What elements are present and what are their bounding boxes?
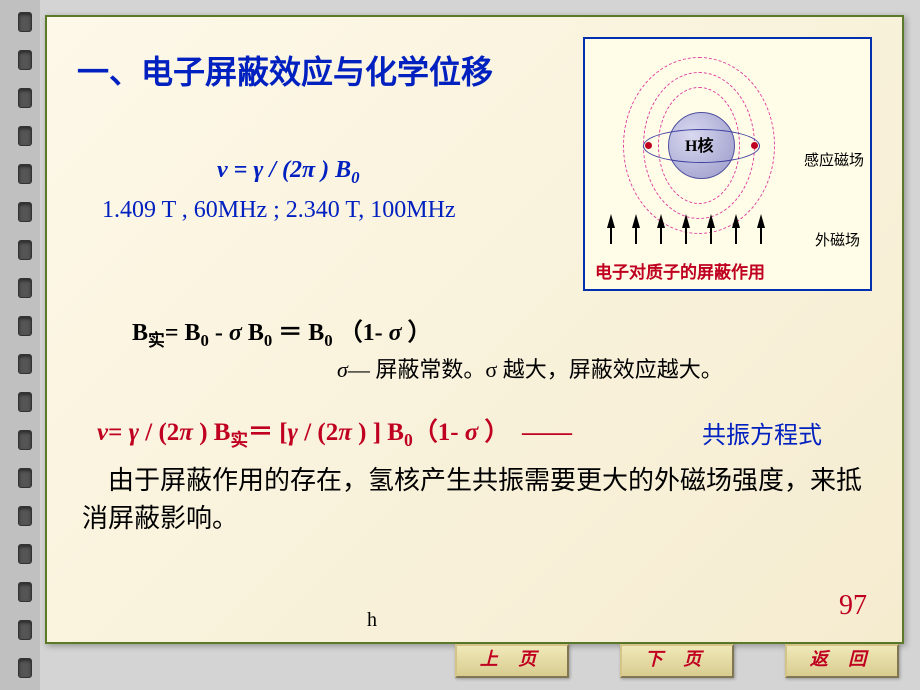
spiral-hole — [18, 430, 32, 450]
arrow-stem — [660, 226, 662, 244]
shielding-diagram: H核 感应磁场 外磁场 电子对质子的屏蔽作用 — [583, 37, 872, 291]
equation-resonance: ν= γ / (2π ) B实＝ [γ / (2π ) ] B0（1- σ ） … — [97, 412, 572, 452]
arrow-stem — [710, 226, 712, 244]
spiral-hole — [18, 50, 32, 70]
spiral-hole — [18, 240, 32, 260]
arrow-up-icon — [607, 214, 615, 228]
sub-real-2: 实 — [230, 430, 248, 450]
spiral-binding — [0, 0, 40, 690]
body-text: 由于屏蔽作用的存在，氢核产生共振需要更大的外磁场强度，来抵消屏蔽影响。 — [82, 462, 872, 537]
footer-marker: h — [367, 609, 377, 632]
page-number: 97 — [839, 590, 867, 622]
spiral-hole — [18, 88, 32, 108]
spiral-hole — [18, 278, 32, 298]
arrow-stem — [635, 226, 637, 244]
arrow-up-icon — [707, 214, 715, 228]
spiral-hole — [18, 582, 32, 602]
diagram-caption: 电子对质子的屏蔽作用 — [595, 258, 765, 283]
spiral-hole — [18, 126, 32, 146]
arrow-stem — [685, 226, 687, 244]
spiral-hole — [18, 354, 32, 374]
electron-dot — [645, 142, 652, 149]
spiral-hole — [18, 316, 32, 336]
page-container: 一、电子屏蔽效应与化学位移 ν = γ / (2π ) B0 1.409 T ,… — [0, 0, 920, 690]
equation-frequency: ν = γ / (2π ) B0 — [217, 157, 360, 188]
electron-orbit — [643, 129, 760, 163]
return-button[interactable]: 返 回 — [785, 644, 899, 678]
spiral-hole — [18, 620, 32, 640]
spiral-hole — [18, 12, 32, 32]
external-field-label: 外磁场 — [815, 229, 860, 250]
field-values: 1.409 T , 60MHz ; 2.340 T, 100MHz — [102, 197, 456, 224]
sigma-note-text: — 屏蔽常数。σ 越大，屏蔽效应越大。 — [348, 357, 723, 382]
spiral-hole — [18, 202, 32, 222]
next-button[interactable]: 下 页 — [620, 644, 734, 678]
body-text-content: 由于屏蔽作用的存在，氢核产生共振需要更大的外磁场强度，来抵消屏蔽影响。 — [82, 466, 862, 533]
arrow-stem — [735, 226, 737, 244]
spiral-hole — [18, 506, 32, 526]
spiral-hole — [18, 164, 32, 184]
arrow-stem — [760, 226, 762, 244]
electron-dot — [751, 142, 758, 149]
arrow-up-icon — [657, 214, 665, 228]
sub-real-1: 实 — [148, 331, 165, 350]
arrow-up-icon — [757, 214, 765, 228]
equation-effective-field: B实= B0 - σ B0 ＝ B0 （1- σ ） — [132, 312, 432, 351]
spiral-hole — [18, 658, 32, 678]
arrow-stem — [610, 226, 612, 244]
resonance-label: 共振方程式 — [702, 415, 822, 450]
arrow-up-icon — [732, 214, 740, 228]
induced-field-label: 感应磁场 — [804, 149, 864, 170]
slide-title: 一、电子屏蔽效应与化学位移 — [77, 47, 493, 93]
spiral-hole — [18, 392, 32, 412]
prev-button[interactable]: 上 页 — [455, 644, 569, 678]
slide-body: 一、电子屏蔽效应与化学位移 ν = γ / (2π ) B0 1.409 T ,… — [45, 15, 904, 644]
sigma-note: σ— 屏蔽常数。σ 越大，屏蔽效应越大。 — [337, 352, 723, 384]
arrow-up-icon — [682, 214, 690, 228]
spiral-hole — [18, 544, 32, 564]
spiral-hole — [18, 468, 32, 488]
arrow-up-icon — [632, 214, 640, 228]
